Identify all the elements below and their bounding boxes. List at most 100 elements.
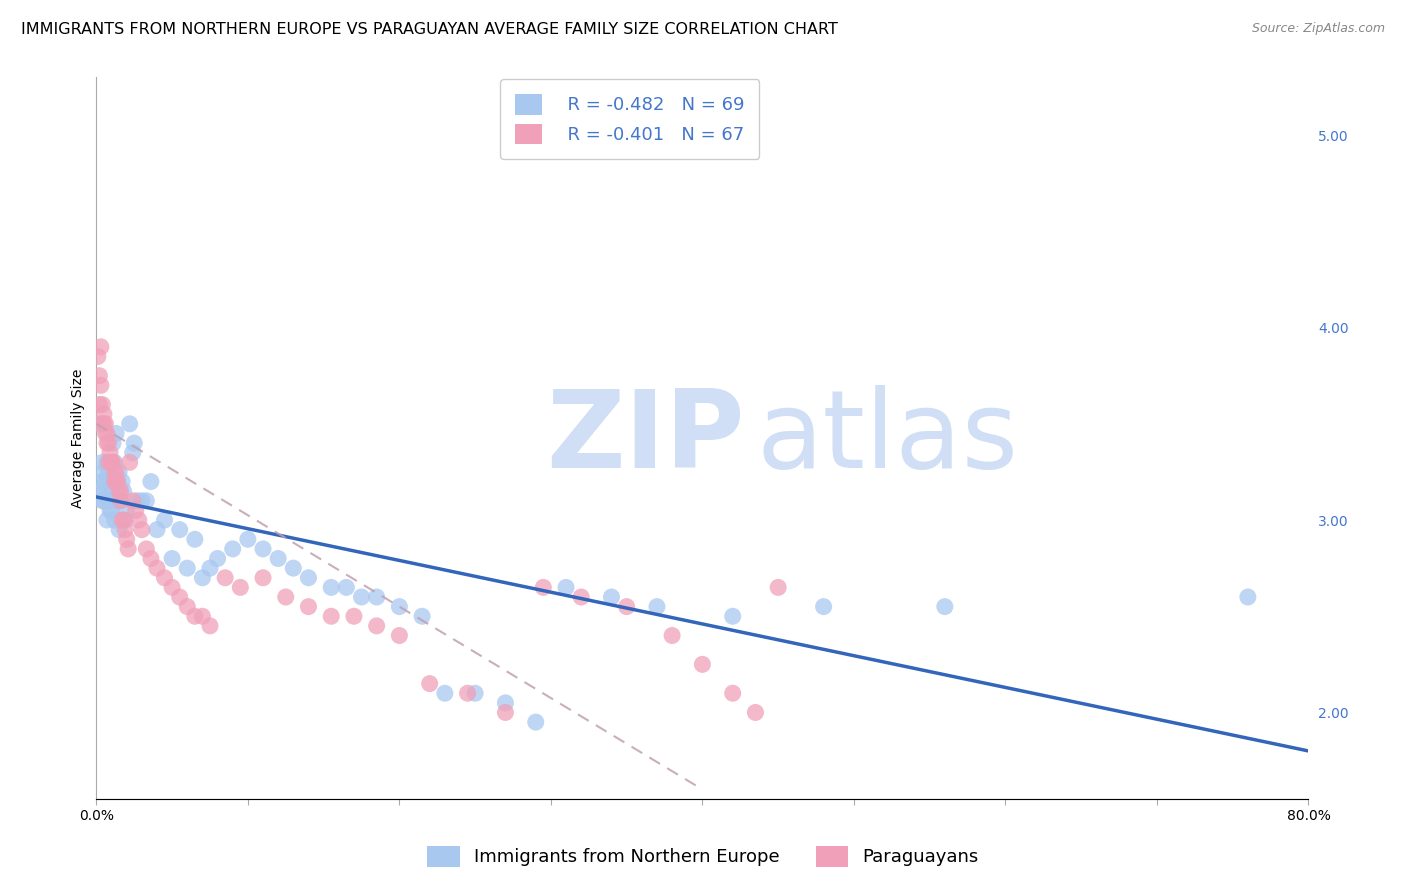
Point bbox=[115, 533, 138, 547]
Point bbox=[366, 619, 388, 633]
Point bbox=[131, 493, 153, 508]
Point bbox=[457, 686, 479, 700]
Point bbox=[297, 599, 319, 614]
Point bbox=[160, 551, 183, 566]
Point bbox=[103, 475, 125, 489]
Point bbox=[135, 541, 157, 556]
Point bbox=[128, 513, 150, 527]
Point bbox=[229, 581, 252, 595]
Point bbox=[411, 609, 433, 624]
Point bbox=[87, 350, 110, 364]
Point bbox=[114, 523, 136, 537]
Point bbox=[118, 455, 141, 469]
Point bbox=[600, 590, 623, 604]
Point bbox=[103, 513, 125, 527]
Point bbox=[146, 523, 169, 537]
Point bbox=[222, 541, 245, 556]
Point bbox=[101, 455, 124, 469]
Text: IMMIGRANTS FROM NORTHERN EUROPE VS PARAGUAYAN AVERAGE FAMILY SIZE CORRELATION CH: IMMIGRANTS FROM NORTHERN EUROPE VS PARAG… bbox=[21, 22, 838, 37]
Point bbox=[94, 484, 117, 499]
Point bbox=[160, 581, 183, 595]
Point bbox=[91, 455, 114, 469]
Point bbox=[214, 571, 236, 585]
Point bbox=[139, 551, 162, 566]
Point bbox=[111, 513, 134, 527]
Point bbox=[89, 398, 111, 412]
Point bbox=[97, 465, 120, 479]
Point bbox=[96, 436, 118, 450]
Legend:   R = -0.482   N = 69,   R = -0.401   N = 67: R = -0.482 N = 69, R = -0.401 N = 67 bbox=[501, 79, 759, 159]
Point bbox=[115, 503, 138, 517]
Point bbox=[524, 715, 547, 730]
Point bbox=[93, 407, 115, 421]
Point bbox=[118, 417, 141, 431]
Point bbox=[813, 599, 835, 614]
Point bbox=[569, 590, 592, 604]
Point bbox=[93, 417, 115, 431]
Text: Source: ZipAtlas.com: Source: ZipAtlas.com bbox=[1251, 22, 1385, 36]
Point bbox=[744, 706, 766, 720]
Point bbox=[169, 523, 191, 537]
Point bbox=[117, 541, 139, 556]
Point bbox=[934, 599, 956, 614]
Point bbox=[96, 426, 118, 441]
Point bbox=[366, 590, 388, 604]
Point bbox=[91, 398, 114, 412]
Point bbox=[274, 590, 297, 604]
Point bbox=[103, 465, 125, 479]
Point bbox=[388, 628, 411, 642]
Point bbox=[97, 455, 120, 469]
Point bbox=[105, 493, 128, 508]
Point bbox=[110, 493, 132, 508]
Point bbox=[112, 513, 135, 527]
Point bbox=[184, 609, 207, 624]
Point bbox=[97, 436, 120, 450]
Point bbox=[766, 581, 789, 595]
Point bbox=[198, 619, 221, 633]
Point bbox=[236, 533, 259, 547]
Point bbox=[100, 503, 122, 517]
Point bbox=[692, 657, 714, 672]
Point bbox=[111, 475, 134, 489]
Point bbox=[343, 609, 366, 624]
Point bbox=[721, 609, 744, 624]
Point bbox=[101, 436, 124, 450]
Point bbox=[207, 551, 229, 566]
Point bbox=[90, 340, 112, 354]
Point bbox=[555, 581, 578, 595]
Point bbox=[127, 493, 149, 508]
Point bbox=[283, 561, 305, 575]
Point bbox=[108, 484, 131, 499]
Point bbox=[153, 571, 176, 585]
Point bbox=[105, 475, 128, 489]
Point bbox=[93, 465, 115, 479]
Point bbox=[661, 628, 683, 642]
Point bbox=[494, 696, 516, 710]
Point bbox=[721, 686, 744, 700]
Point bbox=[110, 493, 132, 508]
Point bbox=[153, 513, 176, 527]
Point bbox=[297, 571, 319, 585]
Point bbox=[90, 378, 112, 392]
Point bbox=[94, 475, 117, 489]
Point bbox=[94, 426, 117, 441]
Point bbox=[100, 455, 122, 469]
Point bbox=[110, 484, 132, 499]
Point bbox=[252, 571, 274, 585]
Point bbox=[108, 523, 131, 537]
Point bbox=[103, 455, 125, 469]
Point bbox=[184, 533, 207, 547]
Point bbox=[433, 686, 456, 700]
Point bbox=[531, 581, 554, 595]
Point bbox=[191, 571, 214, 585]
Point bbox=[90, 475, 112, 489]
Point bbox=[388, 599, 411, 614]
Point bbox=[112, 484, 135, 499]
Point bbox=[100, 455, 122, 469]
Point bbox=[135, 493, 157, 508]
Point bbox=[91, 493, 114, 508]
Point bbox=[91, 417, 114, 431]
Point bbox=[96, 513, 118, 527]
Point bbox=[191, 609, 214, 624]
Point bbox=[89, 484, 111, 499]
